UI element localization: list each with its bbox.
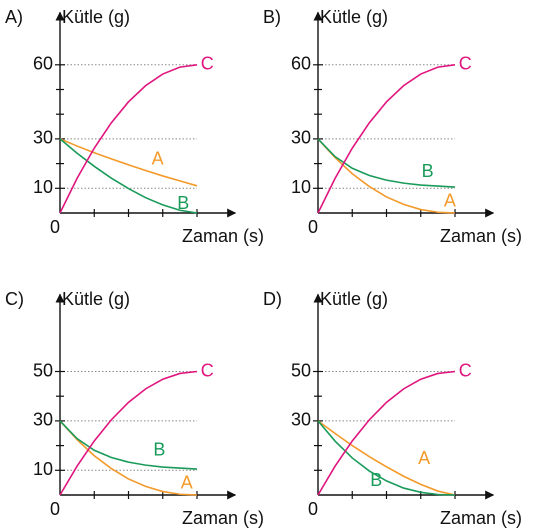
chart-panel: C) Kütle (g) Zaman (s) 0 10 30 50 AB C	[5, 289, 264, 528]
y-axis-label: Kütle (g)	[320, 289, 388, 309]
series-label: B	[422, 161, 434, 181]
origin-label: 0	[50, 217, 60, 237]
origin-label: 0	[308, 499, 318, 519]
series-label: A	[444, 191, 456, 211]
series-line	[59, 420, 198, 470]
y-tick-label: 50	[33, 360, 53, 380]
panel-label: B)	[263, 7, 281, 27]
series-line	[317, 370, 456, 496]
x-axis-label: Zaman (s)	[182, 226, 264, 246]
series-line	[59, 420, 198, 496]
series-line	[317, 64, 456, 214]
x-axis-label: Zaman (s)	[182, 508, 264, 528]
series-label: C	[201, 360, 214, 380]
x-axis-label: Zaman (s)	[440, 508, 522, 528]
y-axis-label: Kütle (g)	[62, 7, 130, 27]
y-tick-label: 10	[33, 459, 53, 479]
series-line	[317, 420, 456, 496]
y-tick-label: 30	[33, 410, 53, 430]
chart-panel: A) Kütle (g) Zaman (s) 0 10 30 60 A B C	[5, 7, 264, 246]
y-tick-label: 50	[291, 360, 311, 380]
chart-panel: B) Kütle (g) Zaman (s) 0 10 30 60 AB C	[263, 7, 522, 246]
series-line	[317, 138, 456, 214]
y-tick-label: 10	[33, 177, 53, 197]
panel-label: D)	[263, 289, 282, 309]
series-label: B	[177, 193, 189, 213]
series-label: B	[153, 439, 165, 459]
panel-label: C)	[5, 289, 24, 309]
y-tick-label: 30	[291, 410, 311, 430]
panel-label: A)	[5, 7, 23, 27]
series-label: A	[418, 448, 430, 468]
series-line	[317, 420, 456, 496]
origin-label: 0	[308, 217, 318, 237]
y-tick-label: 10	[291, 177, 311, 197]
series-label: B	[370, 470, 382, 490]
series-line	[317, 138, 456, 188]
origin-label: 0	[50, 499, 60, 519]
series-label: A	[152, 149, 164, 169]
y-tick-label: 30	[33, 128, 53, 148]
series-line	[59, 64, 198, 214]
series-line	[59, 138, 198, 214]
y-tick-label: 30	[291, 128, 311, 148]
series-label: A	[181, 473, 193, 493]
y-axis-label: Kütle (g)	[62, 289, 130, 309]
chart-panel: D) Kütle (g) Zaman (s) 0 30 50 A B C	[263, 289, 522, 528]
series-label: C	[459, 360, 472, 380]
series-line	[59, 138, 198, 187]
y-tick-label: 60	[33, 54, 53, 74]
series-label: C	[459, 54, 472, 74]
x-axis-label: Zaman (s)	[440, 226, 522, 246]
series-line	[59, 370, 198, 496]
y-axis-label: Kütle (g)	[320, 7, 388, 27]
y-tick-label: 60	[291, 54, 311, 74]
series-label: C	[201, 54, 214, 74]
